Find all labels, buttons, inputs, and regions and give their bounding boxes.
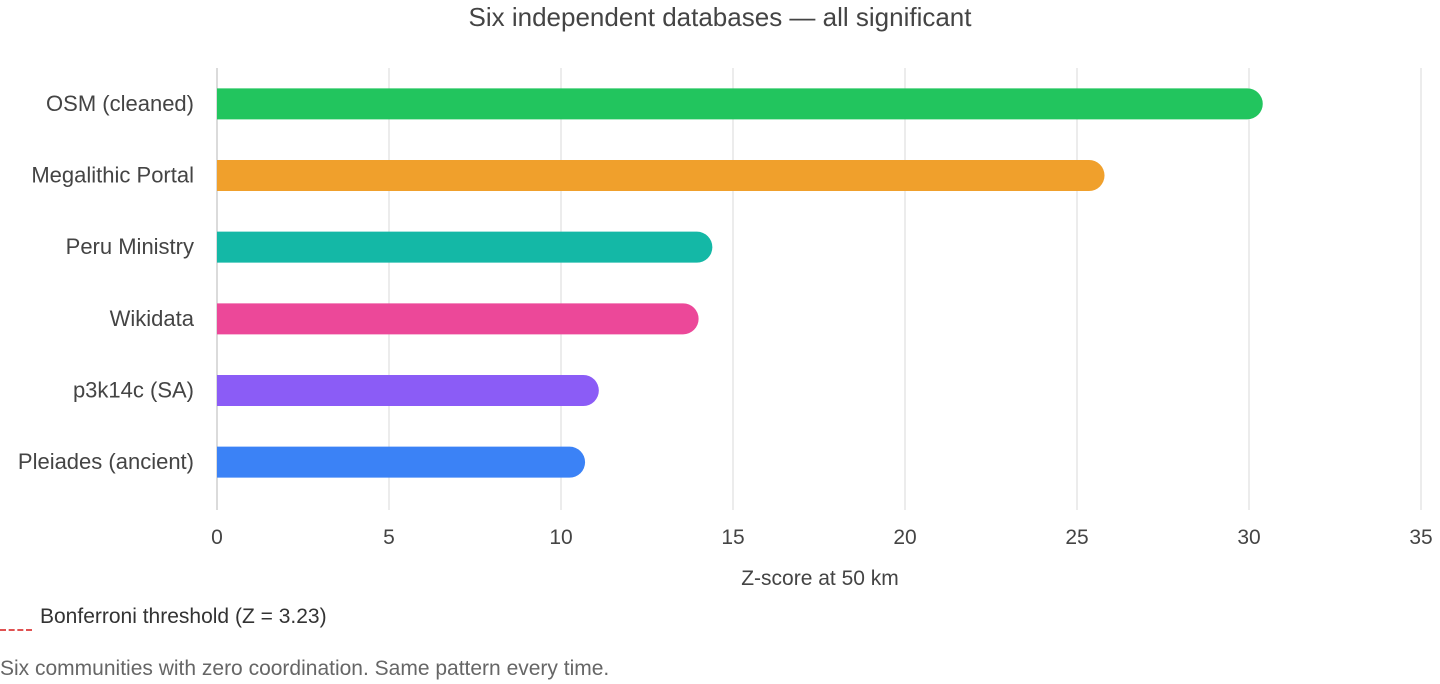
bar-megalithic-portal[interactable] [217,160,1105,191]
grid-lines [216,68,1422,510]
category-label: OSM (cleaned) [46,91,194,116]
category-label: p3k14c (SA) [73,378,194,403]
bar-chart: Six independent databases — all signific… [18,2,1433,590]
chart-caption: Six communities with zero coordination. … [0,657,610,680]
category-label: Megalithic Portal [31,163,194,188]
x-tick-label: 30 [1237,526,1260,549]
x-tick-label: 20 [893,526,916,549]
category-label: Pleiades (ancient) [18,449,194,474]
x-tick-label: 5 [383,526,395,549]
legend-label-threshold: Bonferroni threshold (Z = 3.23) [40,605,327,628]
legend[interactable]: Bonferroni threshold (Z = 3.23) [0,603,340,631]
x-tick-label: 25 [1065,526,1088,549]
x-tick-label: 15 [721,526,744,549]
bar-p3k14c-sa[interactable] [217,375,599,406]
x-tick-labels: 0 5 10 15 20 25 30 35 [211,526,1433,549]
x-tick-label: 0 [211,526,223,549]
x-tick-label: 35 [1409,526,1432,549]
chart-title: Six independent databases — all signific… [469,2,973,32]
category-labels: OSM (cleaned) Megalithic Portal Peru Minis… [18,91,195,474]
bar-wikidata[interactable] [217,303,699,335]
category-label: Wikidata [110,306,195,331]
threshold-dash-icon [0,629,32,631]
bar-pleiades-ancient[interactable] [217,446,586,478]
category-label: Peru Ministry [66,234,194,259]
bar-osm-cleaned[interactable] [217,88,1263,120]
x-tick-label: 10 [549,526,572,549]
bar-peru-ministry[interactable] [217,231,713,263]
bars [217,88,1263,478]
x-axis-label: Z-score at 50 km [741,567,899,590]
